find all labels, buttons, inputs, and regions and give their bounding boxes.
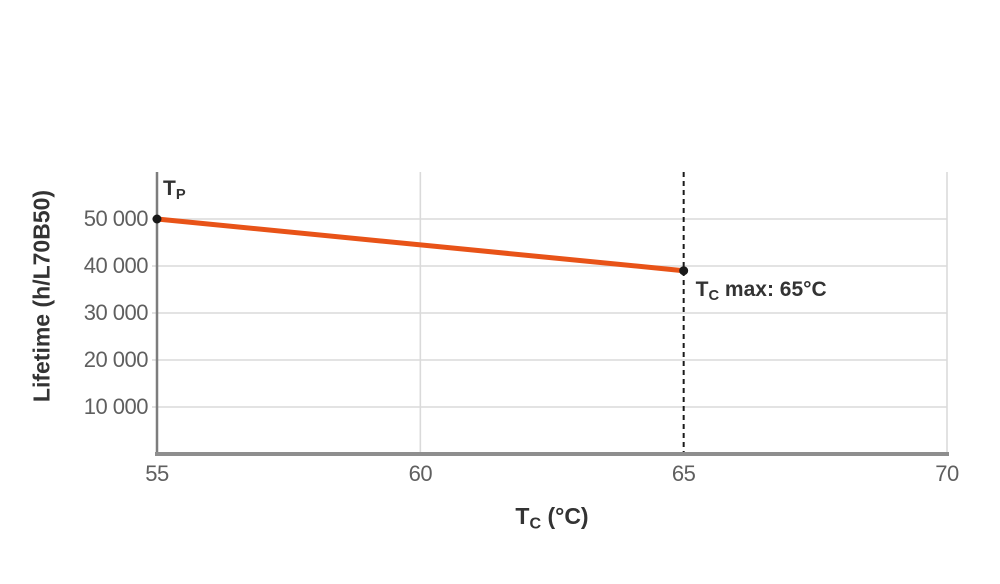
x-axis-title-symbol: T xyxy=(515,503,530,529)
y-tick-label: 50 000 xyxy=(83,206,149,231)
annotation-tc-max-rest: max: 65°C xyxy=(719,277,827,301)
y-tick-label: 30 000 xyxy=(83,300,149,325)
x-tick-label: 70 xyxy=(935,461,959,486)
data-point-marker xyxy=(679,266,689,276)
annotation-tc-max: TC max: 65°C xyxy=(696,278,827,308)
annotation-tc-max-symbol: T xyxy=(695,277,709,301)
x-axis-title-unit: (°C) xyxy=(541,503,589,529)
annotation-tc-max-subscript: C xyxy=(708,287,720,304)
x-axis-title: TC (°C) xyxy=(515,503,588,534)
annotation-tp-subscript: P xyxy=(175,187,186,204)
y-tick-label: 40 000 xyxy=(83,253,149,278)
lifetime-series-line xyxy=(154,216,687,274)
y-axis-title: Lifetime (h/L70B50) xyxy=(28,189,55,403)
y-tick-label: 10 000 xyxy=(83,394,149,419)
annotation-tp: TP xyxy=(163,177,186,207)
data-point-marker xyxy=(152,214,162,224)
annotation-tp-symbol: T xyxy=(163,177,176,200)
x-tick-label: 60 xyxy=(408,461,433,486)
x-tick-label: 65 xyxy=(671,461,696,486)
x-axis-title-subscript: C xyxy=(529,514,542,533)
y-tick-label: 20 000 xyxy=(83,347,149,372)
x-tick-label: 55 xyxy=(145,461,169,486)
